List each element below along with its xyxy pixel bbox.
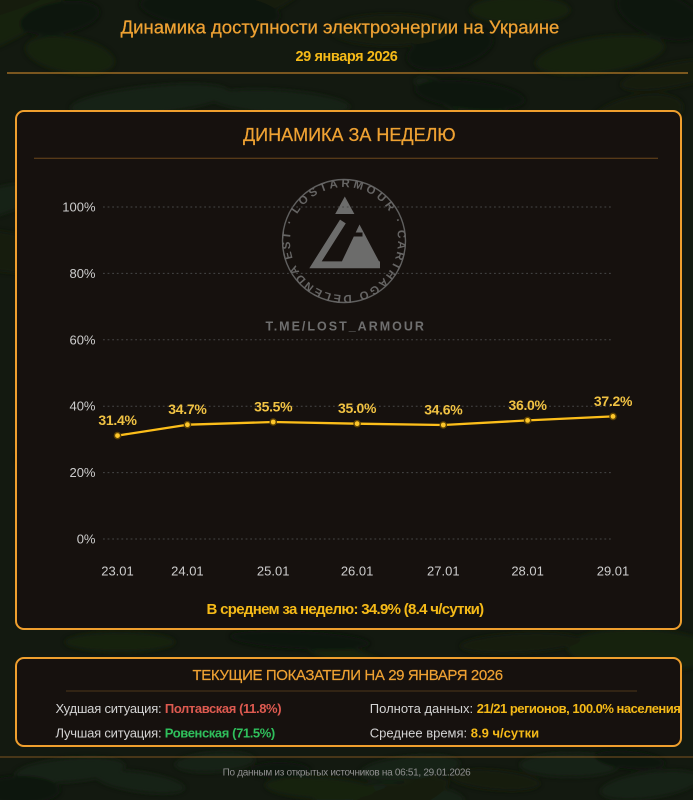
svg-text:34.6%: 34.6% xyxy=(424,402,463,418)
svg-text:Худшая ситуация: Полтавская (1: Худшая ситуация: Полтавская (11.8%) xyxy=(56,701,282,716)
svg-text:29 января 2026: 29 января 2026 xyxy=(296,49,398,65)
svg-text:31.4%: 31.4% xyxy=(98,412,137,428)
svg-text:36.0%: 36.0% xyxy=(508,397,547,413)
svg-text:26.01: 26.01 xyxy=(341,564,374,579)
svg-text:Полнота данных: 21/21 регионов: Полнота данных: 21/21 регионов, 100.0% н… xyxy=(370,701,681,716)
svg-text:37.2%: 37.2% xyxy=(594,393,633,409)
svg-text:ТЕКУЩИЕ ПОКАЗАТЕЛИ НА 29 ЯНВАР: ТЕКУЩИЕ ПОКАЗАТЕЛИ НА 29 ЯНВАРЯ 2026 xyxy=(193,667,503,684)
svg-text:24.01: 24.01 xyxy=(171,564,204,579)
svg-text:27.01: 27.01 xyxy=(427,564,460,579)
svg-text:Среднее время: 8.9 ч/сутки: Среднее время: 8.9 ч/сутки xyxy=(370,726,539,741)
svg-text:34.7%: 34.7% xyxy=(168,401,207,417)
svg-text:40%: 40% xyxy=(69,399,95,414)
svg-text:60%: 60% xyxy=(69,332,95,347)
svg-text:25.01: 25.01 xyxy=(257,564,290,579)
svg-text:29.01: 29.01 xyxy=(597,564,630,579)
svg-text:35.5%: 35.5% xyxy=(254,399,293,415)
svg-text:0%: 0% xyxy=(77,532,96,547)
svg-text:35.0%: 35.0% xyxy=(338,400,377,416)
svg-text:Динамика доступности электроэн: Динамика доступности электроэнергии на У… xyxy=(121,17,560,38)
svg-text:ДИНАМИКА ЗА НЕДЕЛЮ: ДИНАМИКА ЗА НЕДЕЛЮ xyxy=(243,125,456,145)
svg-text:В среднем за неделю: 34.9% (8.: В среднем за неделю: 34.9% (8.4 ч/сутки) xyxy=(207,601,485,618)
svg-text:T.ME/LOST_ARMOUR: T.ME/LOST_ARMOUR xyxy=(265,320,425,334)
svg-text:28.01: 28.01 xyxy=(511,564,544,579)
svg-text:23.01: 23.01 xyxy=(101,564,134,579)
svg-text:100%: 100% xyxy=(62,200,96,215)
svg-text:По данным из открытых источник: По данным из открытых источников на 06:5… xyxy=(223,768,472,779)
svg-text:Лучшая ситуация: Ровенская (71: Лучшая ситуация: Ровенская (71.5%) xyxy=(56,726,275,741)
svg-text:20%: 20% xyxy=(69,465,95,480)
svg-text:80%: 80% xyxy=(69,266,95,281)
